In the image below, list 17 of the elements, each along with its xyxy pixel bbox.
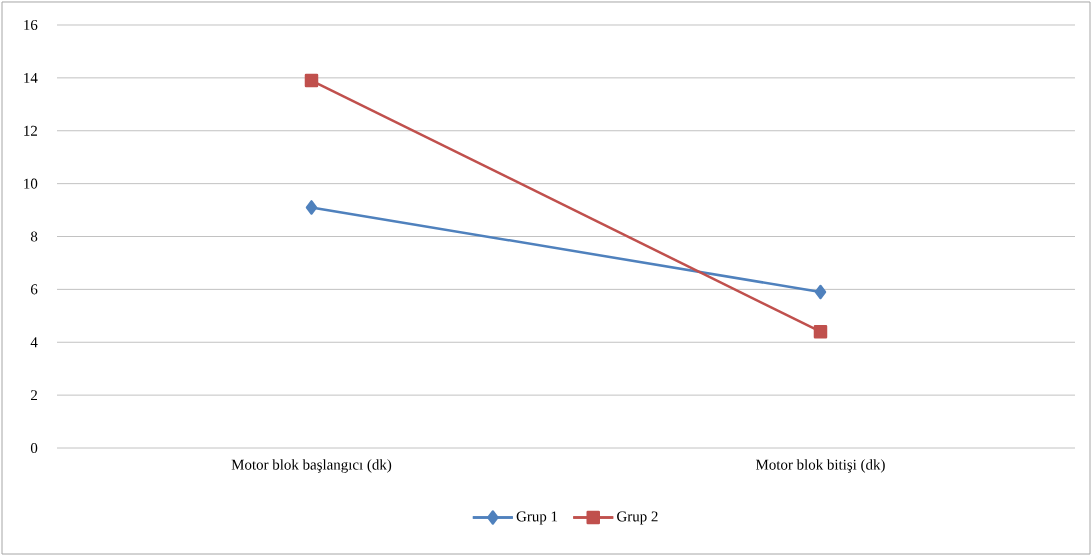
- point: [305, 200, 318, 215]
- y-tick-label: 0: [30, 442, 38, 454]
- point: [813, 324, 828, 339]
- y-tick-label: 10: [24, 178, 38, 189]
- x-tick-label: Motor blok bitişi (dk): [755, 459, 885, 473]
- y-tick-label: 12: [24, 125, 37, 136]
- y-tick-label: 14: [24, 72, 38, 83]
- legend-label: Grup 1: [516, 511, 558, 525]
- legend-label: Grup 2: [617, 511, 658, 525]
- x-tick-label: Motor blok başlangıcı (dk): [231, 459, 392, 473]
- y-tick-label: 4: [30, 337, 38, 348]
- y-tick-label: 2: [31, 390, 37, 401]
- point: [304, 73, 319, 88]
- point: [814, 284, 827, 300]
- y-tick-label: 8: [30, 231, 38, 242]
- y-tick-label: 6: [30, 284, 38, 295]
- y-tick-label: 16: [24, 19, 38, 31]
